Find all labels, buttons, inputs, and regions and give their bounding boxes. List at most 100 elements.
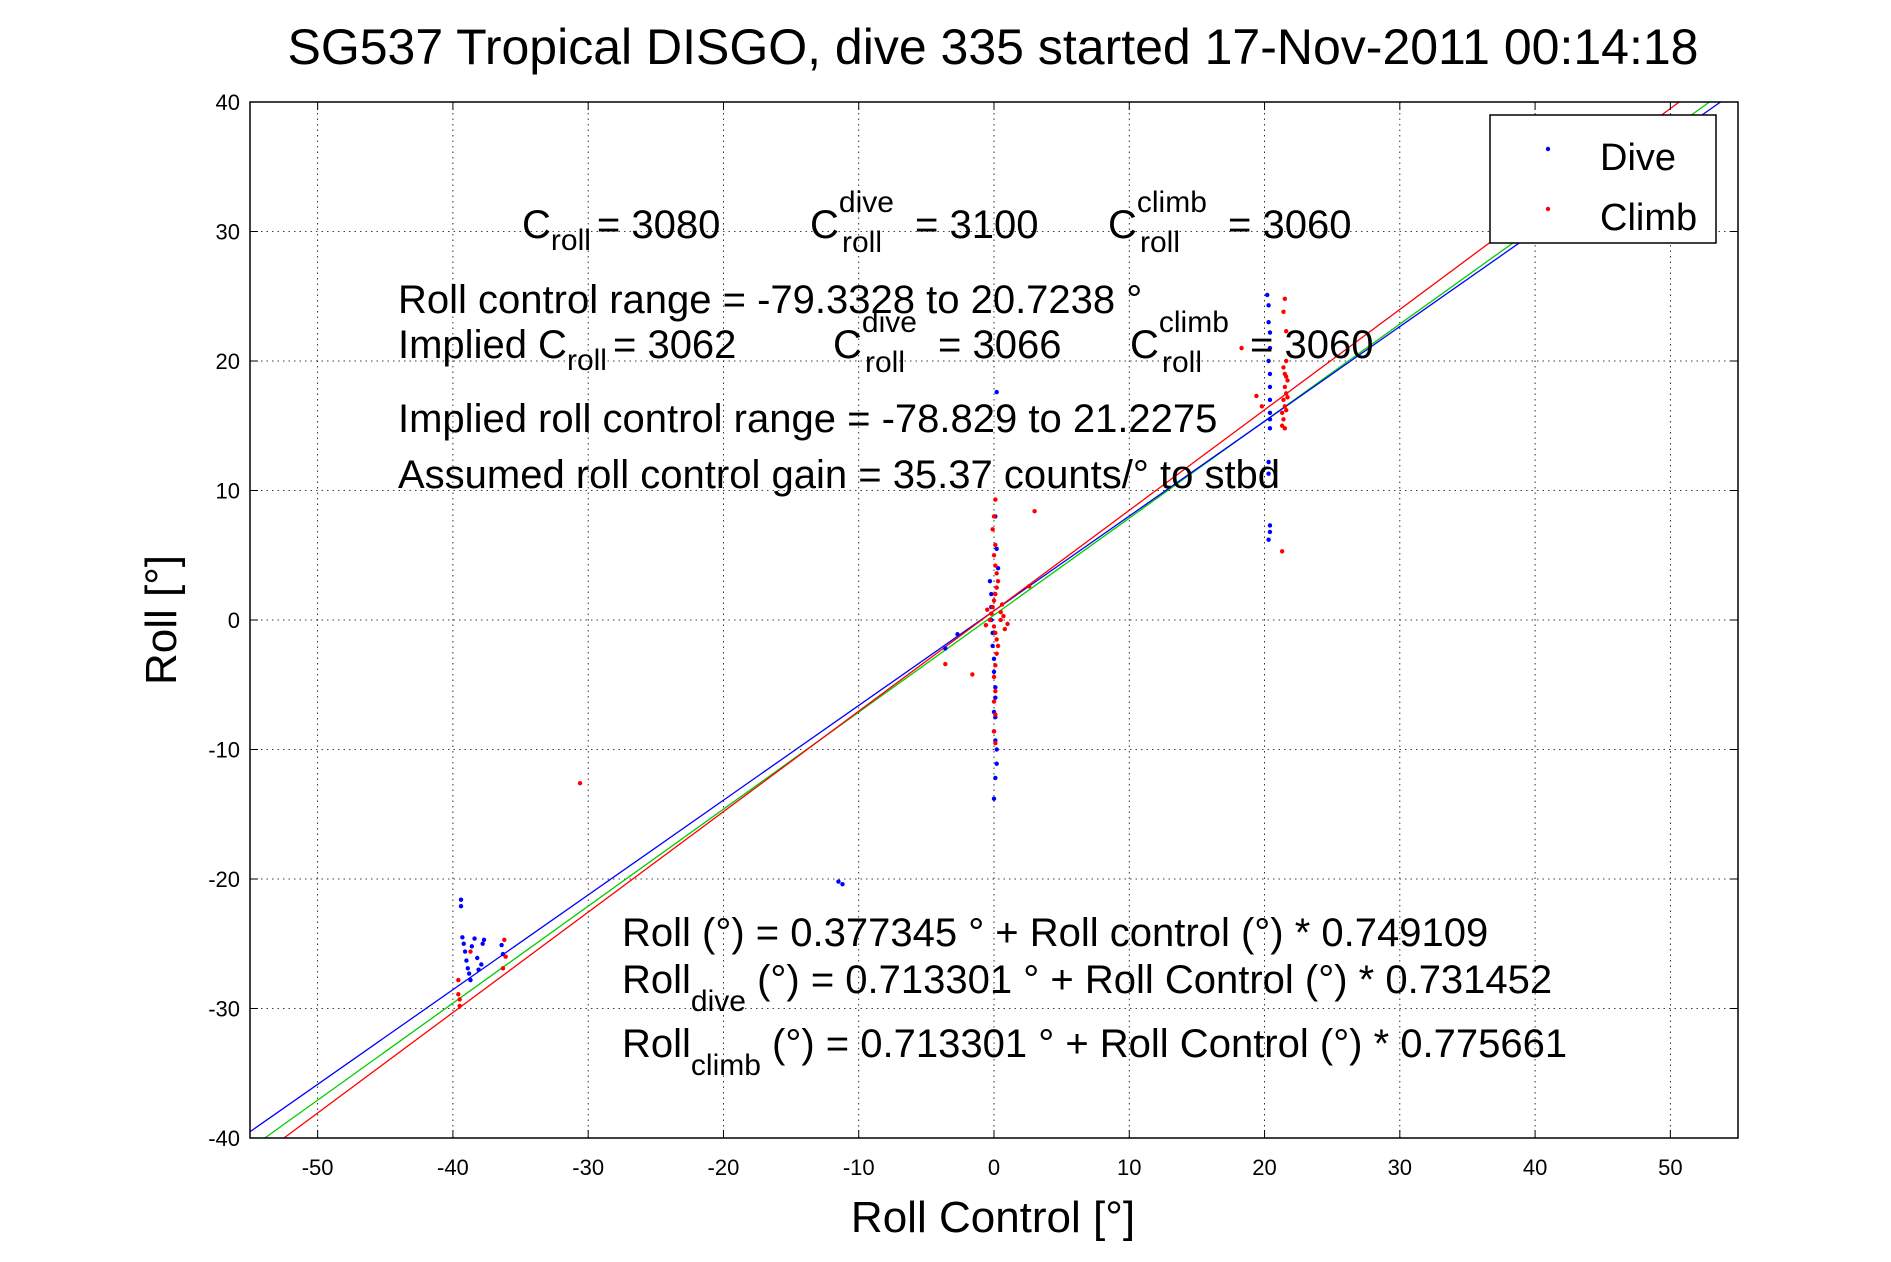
climb-point [970, 672, 975, 677]
dive-point [1267, 330, 1273, 335]
dive-point [991, 796, 997, 801]
climb-point [991, 624, 997, 629]
climb-point [991, 729, 997, 734]
climb-point [503, 954, 508, 959]
dive-point [1266, 303, 1271, 308]
climb-point [1283, 374, 1289, 379]
climb-point [577, 780, 583, 786]
legend-marker-climb [1545, 206, 1551, 212]
climb-point [991, 699, 997, 704]
c-dive-annotation: Cdive roll = 3100 [810, 186, 1038, 259]
dive-point [460, 935, 465, 940]
climb-point [991, 598, 997, 603]
y-tick-label: 30 [216, 220, 240, 245]
y-tick-label: 20 [216, 349, 240, 374]
climb-point [1282, 296, 1288, 302]
climb-point [994, 651, 999, 656]
dive-point [479, 962, 484, 967]
climb-point [1032, 509, 1037, 514]
climb-point [1281, 397, 1286, 403]
dive-point [989, 591, 994, 597]
dive-point [499, 942, 504, 948]
legend-label-climb: Climb [1600, 197, 1697, 239]
annotations-top: Croll = 3080 Cdive roll = 3100 Cclimb roll = … [398, 186, 1373, 497]
dive-point [466, 971, 472, 976]
climb-point [1259, 404, 1265, 409]
dive-point [462, 949, 468, 954]
dive-point [943, 646, 948, 651]
dive-point [994, 761, 999, 766]
climb-point [994, 585, 999, 590]
x-axis-label: Roll Control [°] [851, 1193, 1135, 1242]
climb-point [995, 643, 1001, 649]
climb-point [457, 997, 462, 1002]
dive-point [1267, 410, 1273, 415]
data-points [456, 292, 1290, 1009]
y-axis-ticks: -40 -30 -20 -10 0 10 20 30 40 [208, 90, 1738, 1151]
climb-point [993, 563, 998, 568]
climb-point [1279, 549, 1285, 554]
climb-point [995, 578, 1001, 584]
climb-point [993, 689, 998, 694]
climb-point [991, 674, 997, 680]
climb-point [993, 663, 998, 668]
dive-point [1267, 426, 1273, 431]
climb-point [456, 992, 461, 997]
climb-point [1279, 410, 1285, 415]
dive-point [468, 977, 473, 983]
dive-point [464, 958, 469, 963]
x-tick-label: 30 [1388, 1155, 1412, 1180]
x-tick-label: -20 [708, 1155, 740, 1180]
climb-point [993, 740, 998, 746]
dive-point [480, 941, 485, 946]
x-axis-ticks: -50 -40 -30 -20 -10 0 10 20 30 40 50 [302, 102, 1683, 1180]
climb-point [993, 542, 998, 548]
climb-point [985, 607, 990, 612]
dive-point [475, 955, 480, 961]
x-tick-label: 50 [1658, 1155, 1682, 1180]
fit-lines [249, 101, 1721, 1139]
climb-point [994, 637, 999, 642]
climb-point [993, 630, 998, 636]
fit-equation-climb: Rollclimb (°) = 0.713301 ° + Roll Contro… [622, 1022, 1567, 1082]
dive-point [1267, 384, 1273, 390]
implied-c-climb-annotation: Cclimb roll = 3060 [1130, 306, 1373, 379]
y-tick-label: -10 [208, 738, 240, 763]
climb-point [500, 966, 506, 971]
climb-point [1282, 426, 1288, 431]
climb-point [1239, 345, 1244, 351]
chart-title: SG537 Tropical DISGO, dive 335 started 1… [288, 19, 1699, 75]
dive-point [993, 775, 998, 781]
climb-point [993, 497, 998, 502]
climb-point [1285, 378, 1290, 383]
implied-c-dive-annotation: Cdive roll = 3066 [833, 306, 1061, 379]
y-tick-label: 0 [228, 608, 240, 633]
climb-point [990, 527, 995, 532]
grid [250, 101, 1738, 1139]
climb-point [991, 553, 997, 558]
implied-c-roll-annotation: Implied Croll = 3062 [398, 323, 736, 377]
dive-point [994, 546, 999, 551]
dive-point [1267, 397, 1273, 403]
dive-point [1267, 529, 1273, 535]
climb-point [998, 617, 1003, 623]
dive-point [1266, 471, 1271, 476]
climb-point [1283, 358, 1289, 364]
assumed-roll-control-gain: Assumed roll control gain = 35.37 counts… [398, 453, 1280, 497]
y-tick-label: 10 [216, 479, 240, 504]
dive-point [461, 941, 466, 946]
x-tick-label: -40 [437, 1155, 469, 1180]
climb-point [1005, 621, 1010, 627]
climb-point [1002, 626, 1008, 632]
y-tick-label: -40 [208, 1126, 240, 1151]
x-tick-label: 0 [988, 1155, 1000, 1180]
y-tick-label: 40 [216, 90, 240, 115]
climb-point [991, 514, 997, 519]
x-tick-label: -50 [302, 1155, 334, 1180]
dive-point [955, 632, 960, 637]
x-tick-label: 20 [1252, 1155, 1276, 1180]
dive-point [458, 903, 464, 909]
climb-point [1281, 309, 1286, 314]
climb-point [1285, 395, 1290, 400]
x-tick-label: 40 [1523, 1155, 1547, 1180]
